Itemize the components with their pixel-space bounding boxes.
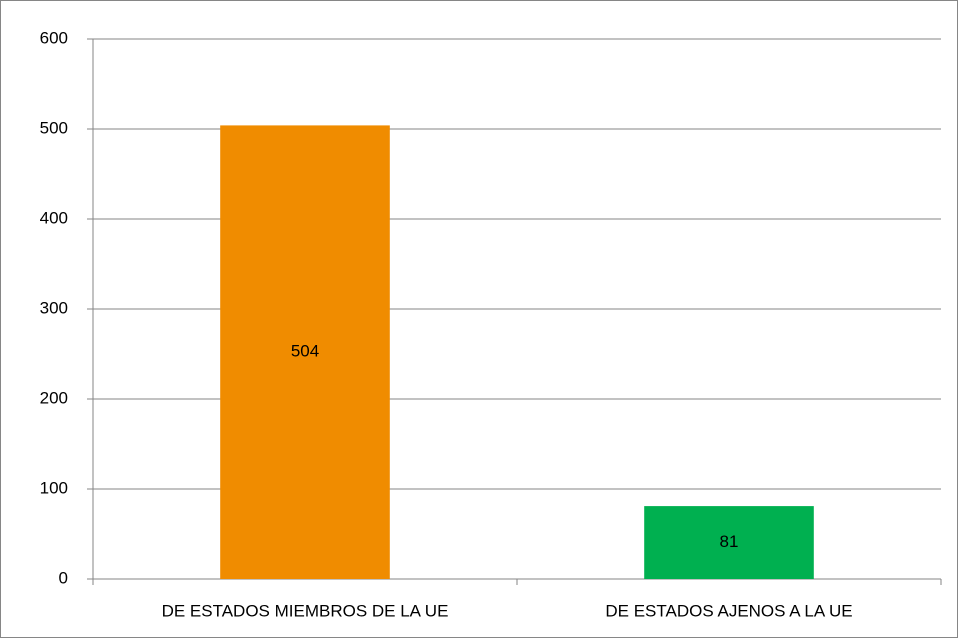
y-tick-label: 400 [40,208,68,227]
y-tick-label: 600 [40,28,68,47]
y-tick-label: 200 [40,388,68,407]
bar [220,125,390,580]
y-tick-label: 300 [40,298,68,317]
data-label: 504 [291,342,319,361]
y-tick-label: 0 [59,568,68,587]
data-label: 81 [720,532,739,551]
y-tick-label: 500 [40,118,68,137]
bar [644,506,814,579]
x-tick-label: DE ESTADOS AJENOS A LA UE [605,601,852,620]
y-tick-label: 100 [40,478,68,497]
x-tick-label: DE ESTADOS MIEMBROS DE LA UE [162,601,449,620]
